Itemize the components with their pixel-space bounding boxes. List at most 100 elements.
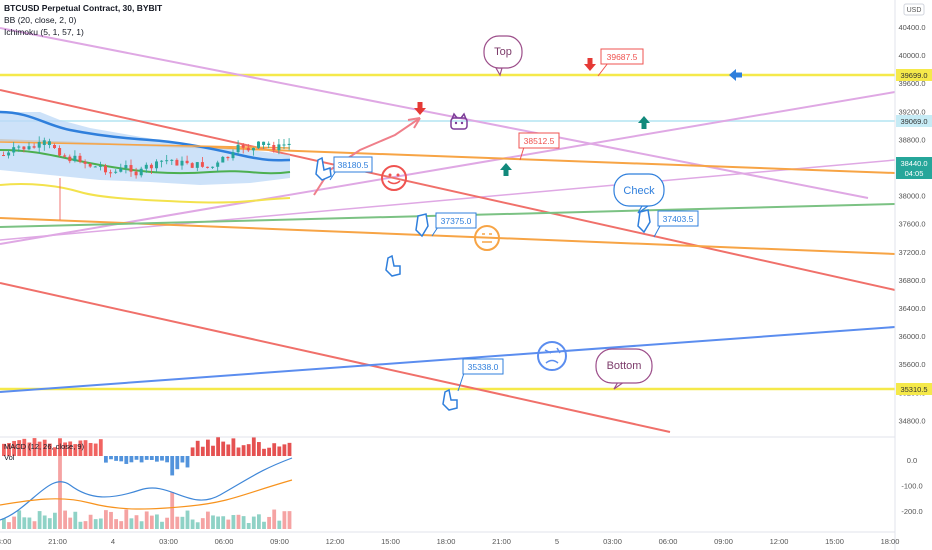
check-bubble[interactable]: Check [613, 173, 665, 214]
hand-pointer-icon [637, 209, 651, 234]
candle-body [27, 146, 31, 150]
candle-body [42, 140, 46, 145]
trend-lines[interactable] [0, 27, 896, 433]
macd-histogram-bar [68, 441, 73, 456]
macd-histogram-bar [160, 456, 164, 461]
time-axis-label: 09:00 [270, 537, 289, 546]
volume-bar [134, 515, 139, 529]
macd-histogram-bar [236, 447, 241, 456]
callout-35338[interactable]: 35338.0 [457, 358, 504, 392]
candle-body [267, 143, 271, 145]
macd-histogram-bar [155, 456, 159, 462]
candle-body [22, 146, 26, 150]
candle-body [7, 152, 11, 156]
volume-bar [221, 516, 226, 529]
volume-bar [27, 517, 32, 529]
macd-histogram-bar [12, 440, 16, 456]
price-tick-label: 35600.0 [898, 360, 925, 369]
macd-histogram-bar [63, 442, 67, 456]
price-tick-label: 37600.0 [898, 220, 925, 229]
volume-bar [7, 522, 11, 529]
time-axis-label: 5 [555, 537, 559, 546]
volume-bar [180, 516, 185, 529]
volume-bar [53, 512, 57, 529]
candle-body [190, 163, 194, 168]
top-bubble[interactable]: Top [483, 35, 523, 77]
callout-38512[interactable]: 38512.5 [518, 132, 560, 161]
price-tick-label: 34800.0 [898, 416, 925, 425]
candle-body [88, 163, 92, 167]
chart-title: BTCUSD Perpetual Contract, 30, BYBIT [4, 3, 163, 13]
volume-bar [47, 518, 52, 529]
purple-up-trendline [0, 91, 896, 245]
candle-body [53, 145, 56, 149]
hand-pointer-icon [415, 213, 429, 238]
macd-histogram-bar [287, 442, 292, 456]
macd-histogram-bar [119, 456, 124, 462]
price-tick-label: 36800.0 [898, 276, 925, 285]
candle-body [262, 141, 266, 145]
svg-text:USD: USD [907, 7, 922, 14]
candle-body [175, 159, 179, 166]
signal-line [0, 479, 293, 510]
macd-pane [0, 437, 293, 529]
time-axis-label: 18:00 [881, 537, 900, 546]
cat-face-icon [450, 112, 468, 130]
volume-bar [17, 510, 22, 529]
callout-text: 37375.0 [441, 216, 472, 226]
callout-37403[interactable]: 37403.5 [653, 210, 699, 238]
macd-histogram-bar [180, 456, 185, 463]
volume-bar [165, 517, 169, 529]
volume-bar [119, 521, 124, 529]
candle-body [58, 148, 62, 156]
down-arrow-marker [414, 102, 426, 115]
callout-39687[interactable]: 39687.5 [597, 48, 644, 77]
time-axis-label: 12:00 [326, 537, 345, 546]
time-axis-label: 21:00 [492, 537, 511, 546]
bb-indicator-label[interactable]: BB (20, close, 2, 0) [4, 15, 76, 25]
candle-body [68, 156, 72, 162]
volume-bar [236, 514, 241, 529]
svg-text:39699.0: 39699.0 [900, 71, 927, 80]
volume-bar [160, 521, 164, 529]
macd-histogram-bar [267, 447, 271, 456]
time-axis[interactable]: 18:00 21:00 4 03:00 06:00 09:00 12:00 15:00 18:0… [0, 537, 899, 546]
price-tick-label: 38000.0 [898, 192, 925, 201]
macd-histogram-bar [246, 444, 251, 456]
volume-bar [83, 521, 88, 529]
down-arrow-marker [584, 58, 596, 71]
bottom-bubble[interactable]: Bottom [595, 348, 653, 390]
callout-37375[interactable]: 37375.0 [431, 212, 477, 237]
macd-histogram-bar [277, 446, 282, 456]
macd-tick-label: -100.0 [901, 482, 922, 491]
ichimoku-indicator-label[interactable]: Ichimoku (5, 1, 57, 1) [4, 27, 84, 37]
macd-histogram-bar [144, 456, 149, 460]
macd-histogram-bar [175, 456, 180, 470]
macd-histogram-bar [190, 447, 195, 456]
bubble-text: Bottom [607, 360, 642, 372]
macd-line [0, 457, 293, 521]
macd-label[interactable]: MACD (12, 26, close, 9) [4, 442, 85, 451]
candle-body [170, 159, 174, 161]
price-tick-label: 38800.0 [898, 135, 925, 144]
level-badge-bottom: 35310.5 [896, 383, 932, 395]
volume-bar [37, 511, 42, 529]
volume-bar [78, 521, 83, 529]
macd-histogram-bar [251, 437, 256, 456]
vol-label[interactable]: Vol [4, 453, 15, 462]
candle-body [37, 141, 41, 148]
candle-body [180, 160, 184, 166]
macd-histogram-bar [185, 456, 190, 468]
macd-histogram-bar [216, 437, 220, 456]
candle-body [104, 165, 107, 173]
time-axis-label: 03:00 [159, 537, 178, 546]
macd-histogram-bar [200, 446, 205, 456]
candle-body [114, 171, 118, 173]
candle-body [282, 144, 286, 146]
sad-emoji-icon [537, 341, 567, 371]
callout-38180[interactable]: 38180.5 [329, 156, 373, 181]
candle-body [277, 144, 281, 151]
macd-histogram-bar [104, 456, 108, 463]
candle-body [221, 156, 225, 163]
